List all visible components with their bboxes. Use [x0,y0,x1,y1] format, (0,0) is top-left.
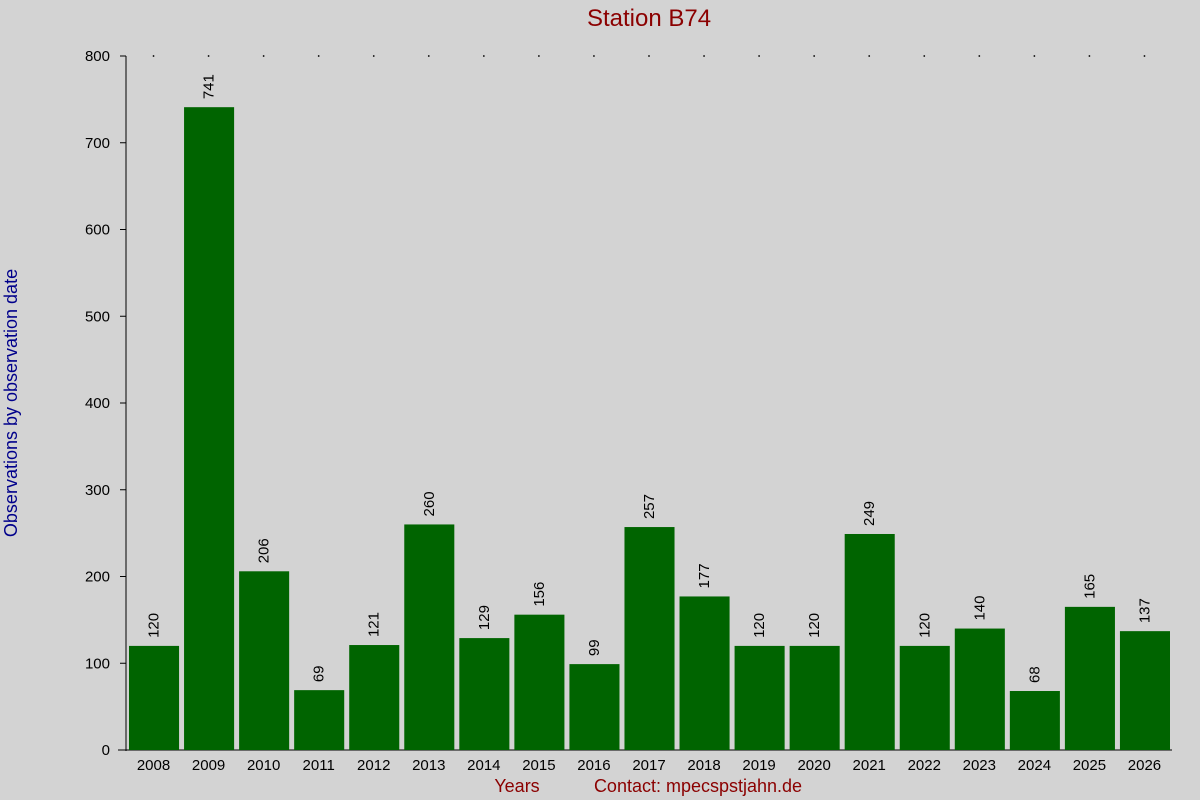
bar [514,614,565,750]
top-dot [207,55,210,57]
x-tick-label: 2012 [357,757,390,774]
x-tick-label: 2016 [577,757,610,774]
y-tick-label: 400 [85,395,110,412]
bar [404,524,455,750]
top-dot [758,55,761,57]
top-dot [1033,55,1036,57]
data-label: 206 [256,538,273,563]
top-dot [372,55,375,57]
top-dot [537,55,540,57]
data-label: 129 [476,605,493,630]
bar [349,645,400,750]
x-tick-label: 2009 [192,757,225,774]
top-dot [813,55,816,57]
x-tick-label: 2021 [853,757,886,774]
data-label: 165 [1081,574,1098,599]
bar [899,645,950,750]
bar [734,645,785,750]
top-dot [923,55,926,57]
y-tick-label: 800 [85,48,110,65]
data-label: 68 [1026,666,1043,683]
x-tick-label: 2019 [742,757,775,774]
bar [129,645,180,750]
bar [459,638,510,750]
top-dot [482,55,485,57]
top-dot [152,55,155,57]
top-dot [262,55,265,57]
top-dot [1088,55,1091,57]
y-tick-label: 200 [85,569,110,586]
chart-title: Station B74 [587,5,711,32]
data-label: 140 [971,596,988,621]
x-tick-label: 2011 [303,757,335,774]
x-tick-label: 2015 [522,757,555,774]
top-dot [978,55,981,57]
x-tick-label: 2025 [1073,757,1106,774]
x-tick-label: 2022 [908,757,941,774]
y-tick-label: 500 [85,308,110,325]
data-label: 156 [531,582,548,607]
bar [569,664,620,750]
top-dot [427,55,430,57]
top-dot [1143,55,1146,57]
x-tick-label: 2013 [412,757,445,774]
top-dot [593,55,595,57]
x-tick-label: 2026 [1128,757,1161,774]
bar [1064,606,1115,750]
data-label: 120 [806,613,823,638]
data-label: 99 [586,639,603,656]
x-tick-label: 2023 [963,757,996,774]
data-label: 120 [146,613,163,638]
y-tick-label: 300 [85,482,110,499]
bar [239,571,290,750]
bar [679,596,730,750]
x-tick-label: 2024 [1018,757,1051,774]
x-tick-label: 2020 [797,757,830,774]
x-tick-label: 2008 [137,757,170,774]
data-label: 257 [641,494,658,519]
contact-label: Contact: mpecspstjahn.de [594,776,802,796]
data-label: 260 [421,491,438,516]
bar [954,628,1005,750]
y-axis-label: Observations by observation date [1,269,21,537]
x-tick-label: 2017 [632,757,665,774]
bar [1009,691,1060,750]
data-label: 120 [751,613,768,638]
bar [1119,631,1170,750]
x-tick-label: 2010 [247,757,280,774]
x-axis-label: Years [494,776,539,796]
x-tick-label: 2018 [687,757,720,774]
y-tick-label: 600 [85,222,110,239]
top-dot [703,55,705,57]
bar [184,107,235,751]
data-label: 249 [861,501,878,526]
bar [624,527,675,750]
data-label: 69 [311,665,328,682]
y-tick-label: 0 [102,742,110,759]
y-tick-label: 100 [85,655,110,672]
top-dot [317,55,320,57]
y-tick-label: 700 [85,135,110,152]
data-label: 137 [1136,598,1153,623]
data-label: 120 [916,613,933,638]
data-label: 121 [366,612,383,637]
bar [789,645,840,750]
data-label: 741 [201,74,218,99]
data-label: 177 [696,563,713,588]
bar [294,690,345,750]
top-dot [868,55,871,57]
x-tick-label: 2014 [467,757,500,774]
bar [844,533,895,750]
top-dot [648,55,650,57]
